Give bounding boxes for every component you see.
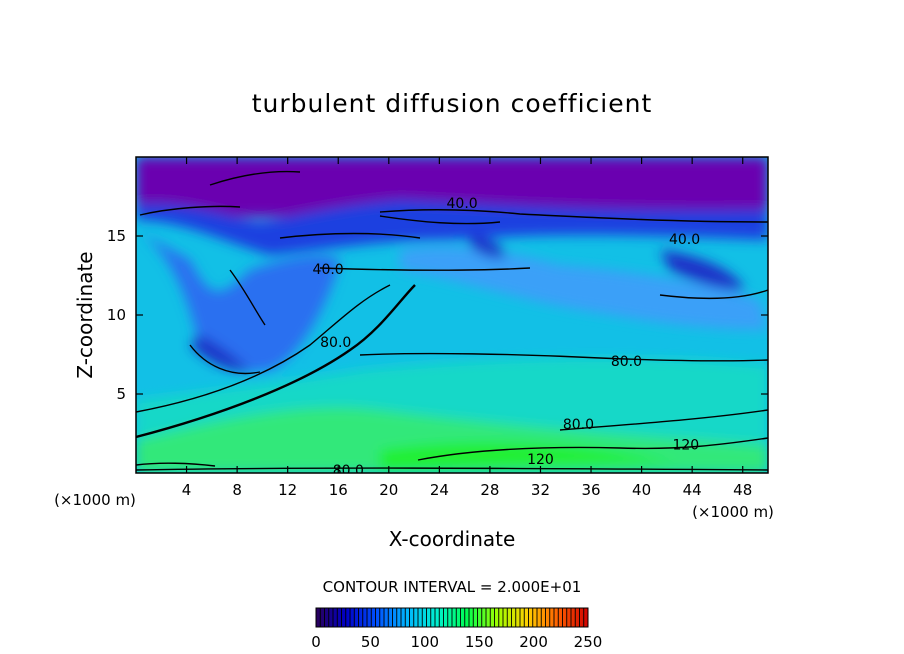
contour-label: 80.0 (563, 417, 594, 433)
contour-line (379, 215, 501, 225)
x-tick-label: 48 (733, 481, 752, 499)
x-tick-label: 16 (329, 481, 348, 499)
y-tick-label: 10 (107, 306, 126, 324)
contour-line (209, 170, 301, 186)
contour-line (559, 409, 768, 431)
contour-label-layer: 40.0 40.0 40.0 80.0 80.0 80.0 120 120 80.0 (313, 196, 701, 479)
contour-line (136, 284, 416, 439)
x-tick-label: 20 (379, 481, 398, 499)
y-axis-label: Z-coordinate (73, 251, 97, 378)
contour-label: 40.0 (669, 232, 700, 248)
contour-line (136, 462, 216, 467)
contour-line (189, 344, 261, 375)
contour-line (379, 209, 768, 223)
x-tick-label: 12 (278, 481, 297, 499)
dark-blue-patch-right (660, 250, 745, 291)
heatmap-field (136, 157, 768, 473)
contour-label: 120 (672, 438, 699, 454)
contour-line (359, 352, 768, 362)
dark-blue-patch-center (470, 235, 505, 259)
colorbar-tick-label: 150 (465, 633, 494, 651)
contour-line (319, 267, 531, 272)
contour-label: 40.0 (313, 262, 344, 278)
contour-line (279, 232, 421, 239)
colorbar-tick-label: 0 (311, 633, 321, 651)
contour-line (417, 437, 768, 461)
colorbar-ticks: 0 50 100 150 200 250 (311, 633, 602, 651)
contour-line (136, 284, 391, 413)
colorbar-tick-label: 200 (519, 633, 548, 651)
dark-blue-patch-left (190, 335, 250, 372)
x-unit-label: (×1000 m) (692, 503, 774, 521)
contour-line (229, 269, 266, 326)
upper-blue-band (136, 200, 768, 255)
upper-right-light-region (400, 246, 768, 330)
colorbar-stripes (319, 608, 585, 627)
left-blue-lobe (136, 230, 340, 372)
contour-label: 80.0 (611, 354, 642, 370)
contour-interval-text: CONTOUR INTERVAL = 2.000E+01 (323, 578, 582, 596)
contour-line (139, 205, 241, 216)
contour-label: 80.0 (320, 335, 351, 351)
x-tick-label: 36 (581, 481, 600, 499)
contour-line (659, 289, 768, 299)
y-tick-label: 5 (116, 385, 126, 403)
colorbar-tick-label: 100 (410, 633, 439, 651)
x-tick-label: 28 (480, 481, 499, 499)
x-tick-label: 44 (683, 481, 702, 499)
x-tick-label: 24 (430, 481, 449, 499)
x-tick-label: 40 (632, 481, 651, 499)
plot-area: 40.0 40.0 40.0 80.0 80.0 80.0 120 120 80.0 (136, 157, 768, 479)
x-tick-label: 32 (531, 481, 550, 499)
colorbar-tick-label: 250 (574, 633, 603, 651)
y-tick-label: 15 (107, 227, 126, 245)
contour-label: 40.0 (447, 196, 478, 212)
z-unit-label: (×1000 m) (54, 491, 136, 509)
x-tick-label: 8 (232, 481, 242, 499)
contour-label: 80.0 (333, 463, 364, 479)
contour-lines (136, 170, 768, 471)
x-axis-label: X-coordinate (389, 527, 516, 551)
contour-label: 120 (527, 452, 554, 468)
x-tick-label: 4 (182, 481, 192, 499)
contour-line (136, 467, 768, 471)
chart-title: turbulent diffusion coefficient (252, 89, 653, 118)
lower-bright-green-core (380, 442, 680, 470)
colorbar-tick-label: 50 (361, 633, 380, 651)
